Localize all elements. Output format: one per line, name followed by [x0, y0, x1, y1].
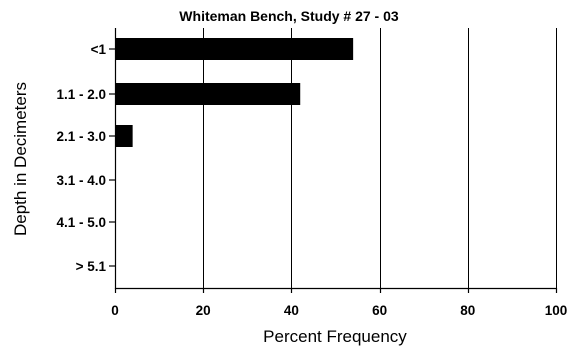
x-tick-label: 20	[196, 303, 211, 318]
bar-0	[115, 38, 354, 60]
y-tick-label: <1	[91, 42, 107, 57]
x-tick-label: 0	[111, 303, 119, 318]
x-tick-label: 100	[545, 303, 568, 318]
bar-2	[115, 125, 133, 147]
y-tick-label: 1.1 - 2.0	[56, 87, 106, 102]
y-tick-label: 2.1 - 3.0	[56, 129, 106, 144]
x-tick-label: 80	[460, 303, 475, 318]
x-tick-label: 60	[372, 303, 387, 318]
bars	[115, 38, 354, 147]
y-axis-title: Depth in Decimeters	[11, 82, 30, 236]
y-tick-label: 4.1 - 5.0	[56, 215, 106, 230]
chart-title: Whiteman Bench, Study # 27 - 03	[179, 8, 399, 24]
x-axis-title: Percent Frequency	[263, 327, 407, 346]
x-tick-label: 40	[284, 303, 299, 318]
bar-1	[115, 83, 301, 105]
gridlines	[203, 28, 557, 288]
y-tick-label: 3.1 - 4.0	[56, 173, 106, 188]
x-ticks: 0 20 40 60 80 100	[111, 288, 567, 318]
y-tick-label: > 5.1	[76, 259, 107, 274]
y-ticks: <1 1.1 - 2.0 2.1 - 3.0 3.1 - 4.0 4.1 - 5.0 > …	[56, 42, 115, 274]
